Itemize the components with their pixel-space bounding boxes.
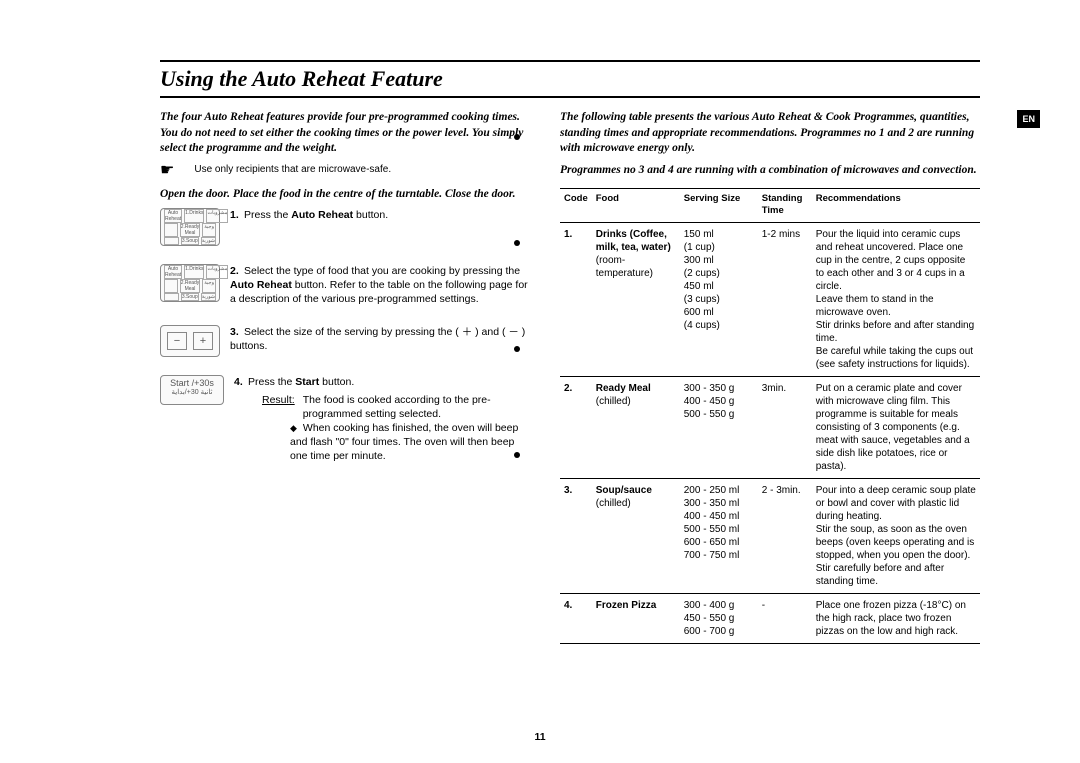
left-column: The four Auto Reheat features provide fo…	[160, 110, 530, 644]
table-body: 1.Drinks (Coffee, milk, tea, water)(room…	[560, 222, 980, 643]
step-4-num: 4.	[234, 375, 248, 389]
th-size: Serving Size	[680, 189, 758, 223]
result-label: Result:	[262, 393, 295, 421]
step-3-num: 3.	[230, 325, 244, 339]
t: When cooking has finished, the oven will…	[290, 422, 518, 462]
right-column: EN The following table presents the vari…	[560, 110, 980, 644]
table-row: 3.Soup/sauce(chilled)200 - 250 ml300 - 3…	[560, 478, 980, 593]
open-door-text: Open the door. Place the food in the cen…	[160, 187, 530, 203]
page: Using the Auto Reheat Feature The four A…	[0, 0, 1080, 644]
auto-reheat-panel-icon: AutoReheat1.Drinksمشروبات 2.Ready Mealوج…	[160, 264, 220, 302]
t: Press the	[248, 376, 295, 388]
language-tab: EN	[1017, 110, 1040, 128]
step-1-num: 1.	[230, 208, 244, 222]
step-1: AutoReheat1.Drinksمشروبات 2.Ready Mealوج…	[160, 208, 530, 246]
t: Select the type of food that you are coo…	[244, 265, 520, 277]
table-row: 4.Frozen Pizza300 - 400 g450 - 550 g600 …	[560, 593, 980, 643]
th-rec: Recommendations	[812, 189, 980, 223]
step-3: − + 3.Select the size of the serving by …	[160, 325, 530, 357]
th-code: Code	[560, 189, 592, 223]
right-intro-2: Programmes no 3 and 4 are running with a…	[560, 163, 980, 179]
step-2-text: 2.Select the type of food that you are c…	[230, 264, 530, 307]
result-row: Result: The food is cooked according to …	[234, 393, 530, 421]
table-head: Code Food Serving Size Standing Time Rec…	[560, 189, 980, 223]
plus-minus-icon: − +	[160, 325, 220, 357]
step-4-text: 4.Press the Start button. Result: The fo…	[234, 375, 530, 464]
result-bullet: When cooking has finished, the oven will…	[234, 421, 530, 464]
t: Auto Reheat	[291, 209, 353, 221]
result-text: The food is cooked according to the pre-…	[303, 393, 530, 421]
left-intro: The four Auto Reheat features provide fo…	[160, 110, 530, 157]
pointer-icon: ☛	[160, 163, 174, 179]
content-columns: The four Auto Reheat features provide fo…	[160, 110, 980, 644]
plus-icon: +	[193, 332, 213, 350]
t: button.	[319, 376, 354, 388]
right-intro-1: The following table presents the various…	[560, 110, 980, 157]
binder-dots	[514, 134, 520, 458]
t: button.	[353, 209, 388, 221]
step-2-num: 2.	[230, 264, 244, 278]
t: Auto Reheat	[230, 279, 292, 291]
auto-reheat-panel-icon: AutoReheat1.Drinksمشروبات 2.Ready Mealوج…	[160, 208, 220, 246]
t: Select the size of the serving by pressi…	[230, 326, 525, 352]
step-2: AutoReheat1.Drinksمشروبات 2.Ready Mealوج…	[160, 264, 530, 307]
step-1-text: 1.Press the Auto Reheat button.	[230, 208, 530, 246]
start-button-icon: Start /+30s ثانية 30+/بداية	[160, 375, 224, 405]
table-row: 2.Ready Meal(chilled)300 - 350 g400 - 45…	[560, 376, 980, 478]
minus-icon: −	[167, 332, 187, 350]
top-rule	[160, 60, 980, 62]
note-text: Use only recipients that are microwave-s…	[194, 163, 391, 177]
t: Start	[295, 376, 319, 388]
t: Press the	[244, 209, 291, 221]
page-title: Using the Auto Reheat Feature	[160, 64, 980, 98]
page-number: 11	[0, 731, 1080, 743]
table-row: 1.Drinks (Coffee, milk, tea, water)(room…	[560, 222, 980, 376]
th-food: Food	[592, 189, 680, 223]
th-time: Standing Time	[758, 189, 812, 223]
step-4: Start /+30s ثانية 30+/بداية 4.Press the …	[160, 375, 530, 464]
safety-note: ☛ Use only recipients that are microwave…	[160, 163, 530, 179]
start-label: Start /+30s	[161, 378, 223, 388]
start-label-ar: ثانية 30+/بداية	[161, 388, 223, 396]
step-3-text: 3.Select the size of the serving by pres…	[230, 325, 530, 357]
reheat-table: Code Food Serving Size Standing Time Rec…	[560, 188, 980, 644]
